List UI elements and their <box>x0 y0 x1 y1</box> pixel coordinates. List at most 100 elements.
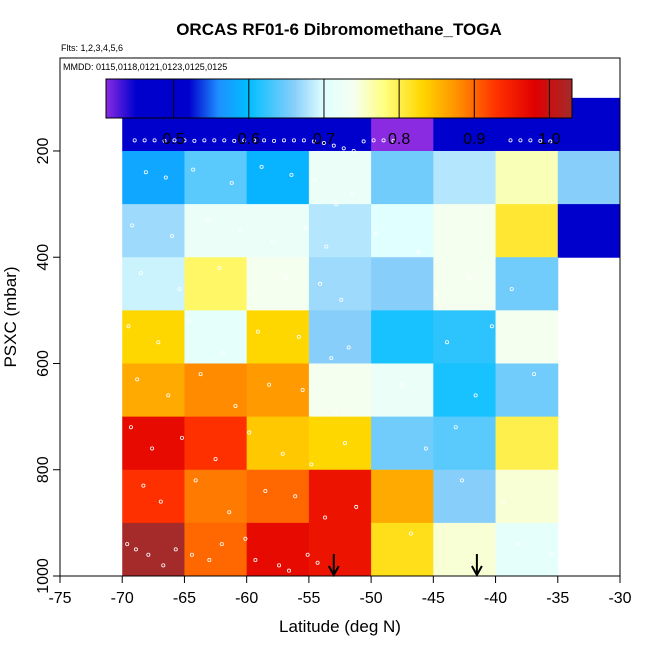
sample-point <box>515 542 520 547</box>
sample-point <box>161 563 166 568</box>
sample-point <box>518 138 523 143</box>
sample-point <box>212 138 217 143</box>
sample-point <box>508 138 513 143</box>
y-tick-label: 400 <box>35 244 52 271</box>
chart-title: ORCAS RF01-6 Dibromomethane_TOGA <box>176 20 502 39</box>
sample-point <box>259 164 264 169</box>
heatmap-cell <box>246 150 310 205</box>
sample-point <box>182 138 187 143</box>
heatmap-cell <box>308 416 372 471</box>
sample-point <box>416 249 421 254</box>
heatmap-cell <box>433 150 497 205</box>
sample-point <box>238 228 243 233</box>
sample-point <box>219 542 224 547</box>
sample-point <box>255 329 260 334</box>
sample-point <box>291 138 296 143</box>
sample-point <box>191 167 196 172</box>
sample-point <box>177 287 182 292</box>
heatmap-cell <box>433 416 497 471</box>
sample-point <box>162 138 167 143</box>
sample-point <box>305 552 310 557</box>
sample-point <box>207 558 212 563</box>
sample-point <box>138 271 143 276</box>
arrow-head <box>471 565 483 578</box>
sample-point <box>222 138 227 143</box>
sample-point <box>248 292 253 297</box>
heatmap-cell <box>184 204 248 258</box>
heatmap-cell <box>495 150 559 205</box>
sample-point <box>400 382 405 387</box>
sample-point <box>263 488 268 493</box>
sample-point <box>445 340 450 345</box>
x-tick-label: -75 <box>48 590 71 607</box>
x-axis-label: Latitude (deg N) <box>279 617 401 636</box>
sample-point <box>192 138 197 143</box>
flights-note: Flts: 1,2,3,4,5,6 <box>61 43 123 53</box>
heatmap-cell <box>557 150 621 205</box>
colorbar-tick-label: 0.6 <box>238 131 260 148</box>
sample-point <box>381 138 386 143</box>
sample-point <box>169 233 174 238</box>
y-tick-label: 1000 <box>35 558 52 594</box>
colorbar-ticks: 0.5 0.6 0.7 0.8 0.9 1.0 <box>163 79 561 148</box>
sample-point <box>152 138 157 143</box>
sample-point <box>351 148 356 153</box>
sample-point <box>232 138 237 143</box>
sample-point <box>141 483 146 488</box>
sample-point <box>501 499 506 504</box>
sample-point <box>342 441 347 446</box>
sample-point <box>467 276 472 281</box>
heatmap-cell <box>122 150 185 205</box>
sample-point <box>156 340 161 345</box>
sample-point <box>334 202 339 207</box>
heatmap-cell <box>308 469 372 524</box>
sample-point <box>217 265 222 270</box>
heatmap-cell <box>246 204 310 258</box>
heatmap-cell <box>495 416 559 471</box>
sample-point <box>304 226 309 231</box>
heatmap-cell <box>495 363 559 418</box>
heatmap-cell <box>122 522 185 577</box>
sample-point <box>318 281 323 286</box>
heatmap-cell <box>184 469 248 524</box>
heatmap-cell <box>495 204 559 258</box>
sample-point <box>459 478 464 483</box>
sample-point <box>277 563 282 568</box>
heatmap-cell <box>308 522 372 577</box>
heatmap-cell <box>433 522 497 577</box>
heatmap-cell <box>371 363 434 418</box>
sample-point <box>146 552 151 557</box>
x-axis: -75 -70 -65 -60 -55 -50 -45 -40 -35 -30 <box>48 575 632 607</box>
sample-point <box>163 175 168 180</box>
sample-point <box>296 334 301 339</box>
sample-point <box>549 552 554 557</box>
sample-point <box>252 138 257 143</box>
sample-point <box>453 425 458 430</box>
sample-point <box>324 244 329 249</box>
sample-point <box>489 324 494 329</box>
heatmap-cell <box>371 416 434 471</box>
sample-point <box>346 345 351 350</box>
sample-point <box>158 499 163 504</box>
colorbar-tick-label: 1.0 <box>538 131 560 148</box>
sample-point <box>227 510 232 515</box>
heatmap-cell <box>308 310 372 364</box>
heatmap-cell <box>184 150 248 205</box>
heatmap-cells <box>122 97 621 577</box>
sample-point <box>473 393 478 398</box>
sample-point <box>262 138 267 143</box>
heatmap-cell <box>184 310 248 364</box>
heatmap-cell <box>308 150 372 205</box>
sample-point <box>150 446 155 451</box>
sample-point <box>193 478 198 483</box>
sample-point <box>341 146 346 151</box>
heatmap-cell <box>122 469 185 524</box>
dates-note: MMDD: 0115,0118,0121,0123,0125,0125 <box>63 62 227 72</box>
heatmap-cell <box>495 257 559 311</box>
y-axis-label: PSXC (mbar) <box>1 266 20 367</box>
sample-point <box>128 425 133 430</box>
sample-point <box>135 377 140 382</box>
sample-point <box>130 223 135 228</box>
sample-point <box>313 178 318 183</box>
